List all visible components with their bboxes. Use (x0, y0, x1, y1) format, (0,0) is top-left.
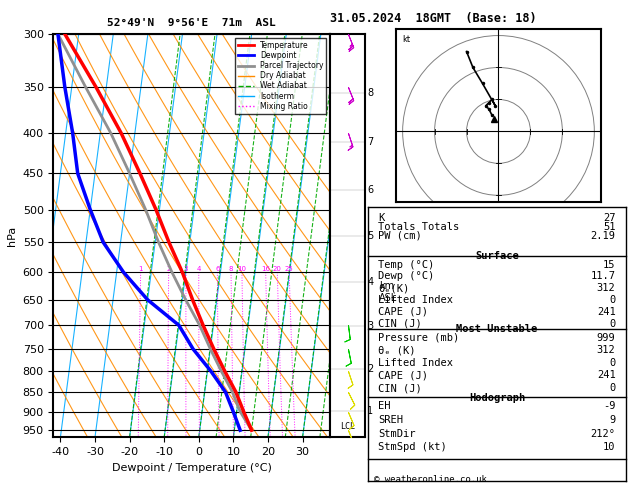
Y-axis label: hPa: hPa (7, 226, 17, 246)
Text: 2.19: 2.19 (591, 231, 616, 241)
Text: 8: 8 (367, 88, 374, 98)
Text: 0: 0 (610, 358, 616, 368)
Text: 0: 0 (610, 319, 616, 329)
Text: Surface: Surface (475, 251, 519, 261)
Text: 999: 999 (597, 332, 616, 343)
Text: 0: 0 (610, 295, 616, 305)
Text: 9: 9 (610, 415, 616, 425)
Text: 1: 1 (138, 266, 143, 272)
Text: Temp (°C): Temp (°C) (378, 260, 435, 270)
Text: K: K (378, 213, 384, 224)
Text: 312: 312 (597, 345, 616, 355)
Text: LCL: LCL (340, 422, 355, 431)
Text: 10: 10 (237, 266, 247, 272)
Text: Hodograph: Hodograph (469, 393, 525, 403)
Text: CIN (J): CIN (J) (378, 319, 422, 329)
Text: 5: 5 (367, 231, 374, 241)
Text: 4: 4 (367, 277, 374, 287)
Text: 15: 15 (603, 260, 616, 270)
Text: -9: -9 (603, 401, 616, 411)
Text: 31.05.2024  18GMT  (Base: 18): 31.05.2024 18GMT (Base: 18) (330, 12, 537, 25)
Text: 7: 7 (367, 137, 374, 147)
Title: 52°49'N  9°56'E  71m  ASL: 52°49'N 9°56'E 71m ASL (108, 17, 276, 28)
Text: 20: 20 (273, 266, 282, 272)
Text: 16: 16 (261, 266, 270, 272)
Text: CIN (J): CIN (J) (378, 383, 422, 393)
Text: km
ASL: km ASL (379, 281, 397, 303)
Text: 8: 8 (229, 266, 233, 272)
Text: CAPE (J): CAPE (J) (378, 307, 428, 317)
Text: 3: 3 (184, 266, 188, 272)
Text: 6: 6 (367, 185, 374, 195)
Text: StmSpd (kt): StmSpd (kt) (378, 442, 447, 452)
Text: θₑ(K): θₑ(K) (378, 283, 409, 293)
Text: 241: 241 (597, 370, 616, 381)
Text: 6: 6 (215, 266, 220, 272)
Text: StmDir: StmDir (378, 429, 416, 439)
Text: 0: 0 (610, 383, 616, 393)
Text: © weatheronline.co.uk: © weatheronline.co.uk (374, 474, 487, 484)
Text: 4: 4 (197, 266, 201, 272)
Text: 3: 3 (367, 321, 374, 331)
Text: Most Unstable: Most Unstable (456, 324, 538, 334)
Text: 11.7: 11.7 (591, 271, 616, 281)
Text: Pressure (mb): Pressure (mb) (378, 332, 460, 343)
Text: Lifted Index: Lifted Index (378, 295, 454, 305)
Text: kt: kt (403, 35, 411, 44)
Text: 312: 312 (597, 283, 616, 293)
Text: Lifted Index: Lifted Index (378, 358, 454, 368)
Text: 1: 1 (367, 406, 374, 416)
Text: 25: 25 (285, 266, 294, 272)
Text: PW (cm): PW (cm) (378, 231, 422, 241)
X-axis label: Dewpoint / Temperature (°C): Dewpoint / Temperature (°C) (112, 463, 272, 473)
Text: 27: 27 (603, 213, 616, 224)
Text: 2: 2 (367, 364, 374, 374)
Text: 10: 10 (603, 442, 616, 452)
Text: SREH: SREH (378, 415, 403, 425)
Text: 2: 2 (167, 266, 171, 272)
Text: θₑ (K): θₑ (K) (378, 345, 416, 355)
Text: Totals Totals: Totals Totals (378, 222, 460, 232)
Text: EH: EH (378, 401, 391, 411)
Text: 212°: 212° (591, 429, 616, 439)
Legend: Temperature, Dewpoint, Parcel Trajectory, Dry Adiabat, Wet Adiabat, Isotherm, Mi: Temperature, Dewpoint, Parcel Trajectory… (235, 38, 326, 114)
Text: Dewp (°C): Dewp (°C) (378, 271, 435, 281)
Text: 241: 241 (597, 307, 616, 317)
Text: CAPE (J): CAPE (J) (378, 370, 428, 381)
Text: 51: 51 (603, 222, 616, 232)
